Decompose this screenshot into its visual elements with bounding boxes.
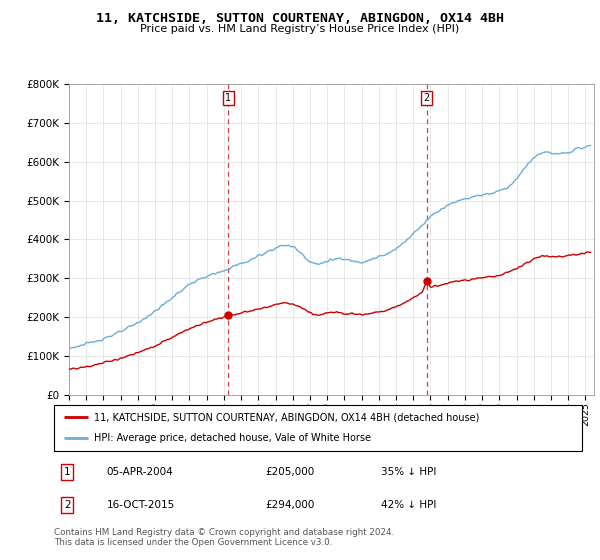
Text: 11, KATCHSIDE, SUTTON COURTENAY, ABINGDON, OX14 4BH: 11, KATCHSIDE, SUTTON COURTENAY, ABINGDO… [96, 12, 504, 25]
Text: HPI: Average price, detached house, Vale of White Horse: HPI: Average price, detached house, Vale… [94, 433, 371, 444]
Text: Price paid vs. HM Land Registry’s House Price Index (HPI): Price paid vs. HM Land Registry’s House … [140, 24, 460, 34]
Text: 05-APR-2004: 05-APR-2004 [107, 467, 173, 477]
Text: 1: 1 [64, 467, 71, 477]
Text: 42% ↓ HPI: 42% ↓ HPI [382, 500, 437, 510]
Text: 16-OCT-2015: 16-OCT-2015 [107, 500, 175, 510]
Text: 2: 2 [64, 500, 71, 510]
Text: £294,000: £294,000 [265, 500, 314, 510]
Text: 11, KATCHSIDE, SUTTON COURTENAY, ABINGDON, OX14 4BH (detached house): 11, KATCHSIDE, SUTTON COURTENAY, ABINGDO… [94, 412, 479, 422]
Text: 35% ↓ HPI: 35% ↓ HPI [382, 467, 437, 477]
Text: Contains HM Land Registry data © Crown copyright and database right 2024.
This d: Contains HM Land Registry data © Crown c… [54, 528, 394, 547]
Text: £205,000: £205,000 [265, 467, 314, 477]
Text: 1: 1 [226, 93, 232, 103]
FancyBboxPatch shape [54, 405, 582, 451]
Text: 2: 2 [424, 93, 430, 103]
